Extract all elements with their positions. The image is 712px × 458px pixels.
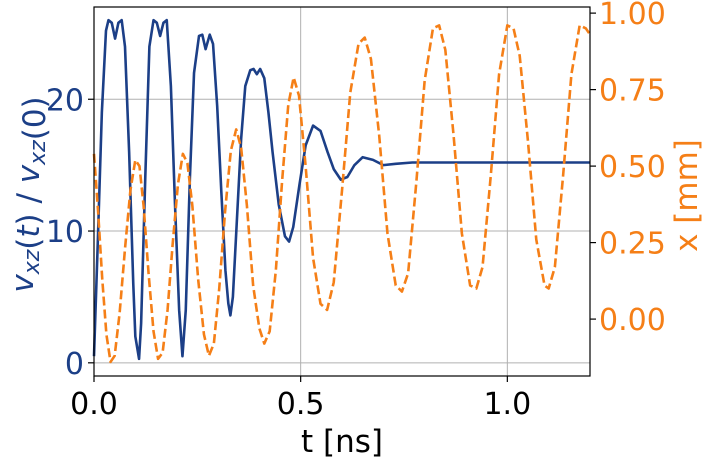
y-left-label-part: ) / bbox=[11, 183, 47, 225]
x-axis-label: t [ns] bbox=[301, 424, 383, 458]
series-line-right-dashed bbox=[92, 24, 592, 364]
y-left-tick-label: 20 bbox=[46, 83, 84, 118]
y-left-label-part: xz bbox=[26, 140, 51, 166]
y-left-label-part: v bbox=[11, 164, 47, 183]
y-left-axis-label: vxz(t) / vxz(0) bbox=[5, 96, 53, 292]
y-right-axis-label: x [mm] bbox=[669, 139, 705, 252]
y-left-label-part: t bbox=[11, 224, 47, 238]
y-right-tick-label: 0.25 bbox=[599, 227, 666, 262]
x-tick-label: 0.5 bbox=[277, 387, 325, 422]
series-line-left-solid bbox=[92, 18, 590, 361]
x-tick-label: 1.0 bbox=[483, 387, 531, 422]
plot-frame bbox=[93, 6, 591, 377]
series-layer bbox=[92, 18, 592, 364]
x-tick-label: 0.0 bbox=[70, 387, 118, 422]
y-left-tick-label: 0 bbox=[65, 347, 84, 382]
y-left-label-part: xz bbox=[20, 249, 45, 275]
y-right-tick-label: 0.75 bbox=[599, 74, 666, 109]
y-right-tick-label: 0.50 bbox=[599, 150, 666, 185]
y-right-tick-label: 0.00 bbox=[599, 303, 666, 338]
y-left-label-part: ( bbox=[11, 238, 47, 250]
y-left-tick-label: 10 bbox=[46, 215, 84, 250]
y-left-label-part: v bbox=[5, 274, 41, 293]
y-right-tick-label: 1.00 bbox=[599, 0, 666, 32]
y-left-label-part: (0) bbox=[17, 96, 53, 140]
